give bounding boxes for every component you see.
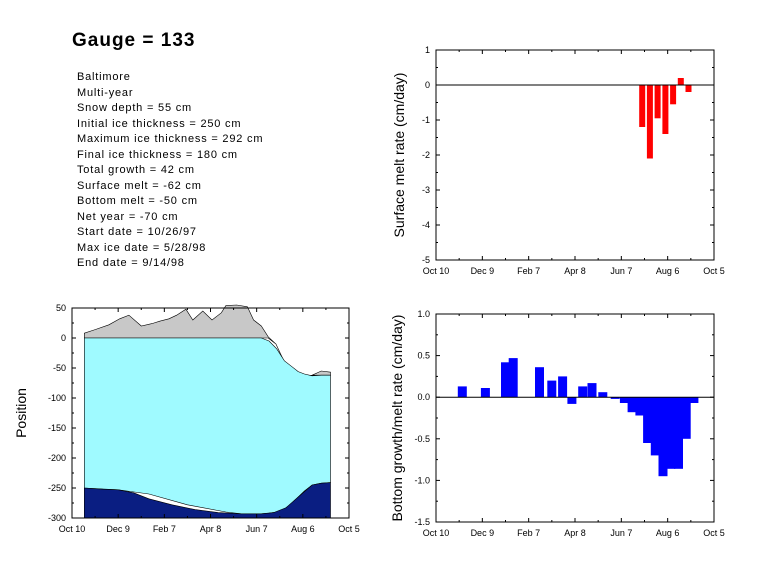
info-total-growth: Total growth = 42 cm <box>77 164 195 176</box>
ytick-label-6: -5 <box>422 255 430 265</box>
info-location: Baltimore <box>77 71 131 83</box>
bar-1 <box>646 85 653 159</box>
bar-3 <box>508 358 518 398</box>
ytick-label-5: -200 <box>48 453 66 463</box>
bar-13 <box>627 397 637 413</box>
bar-5 <box>677 78 684 85</box>
ytick-label-3: -0.5 <box>414 434 430 444</box>
ytick-label-0: 1 <box>425 45 430 55</box>
ytick-label-5: -1.5 <box>414 517 430 527</box>
bar-4 <box>535 367 544 398</box>
xtick-label-2: Feb 7 <box>153 524 176 534</box>
bar-6 <box>685 85 692 92</box>
xtick-label-5: Aug 6 <box>656 266 680 276</box>
ytick-label-5: -4 <box>422 220 430 230</box>
xtick-label-4: Jun 7 <box>246 524 268 534</box>
info-surface-melt: Surface melt = -62 cm <box>77 179 202 192</box>
bar-18 <box>666 397 676 469</box>
bar-10 <box>598 392 608 398</box>
ytick-label-1: 0 <box>425 80 430 90</box>
ytick-label-4: -1.0 <box>414 475 430 485</box>
bar-7 <box>567 397 577 404</box>
xtick-label-3: Apr 8 <box>200 524 222 534</box>
bar-12 <box>619 397 629 403</box>
bar-19 <box>674 397 683 469</box>
y-axis-title: Position <box>13 388 29 438</box>
page-title: Gauge = 133 <box>72 30 196 51</box>
info-end-date: End date = 9/14/98 <box>77 257 185 269</box>
y-axis-title: Bottom growth/melt rate (cm/day) <box>389 315 405 522</box>
gauge-info-list: Baltimore Multi-year Snow depth = 55 cm … <box>77 70 263 272</box>
bar-4 <box>670 85 677 105</box>
ytick-label-7: -300 <box>48 513 66 523</box>
xtick-label-3: Apr 8 <box>564 266 586 276</box>
ytick-label-6: -250 <box>48 483 66 493</box>
xtick-label-4: Jun 7 <box>610 528 632 538</box>
ytick-label-0: 50 <box>56 303 66 313</box>
info-final-thickness: Final ice thickness = 180 cm <box>77 148 238 161</box>
bar-8 <box>578 386 588 398</box>
ytick-label-1: 0 <box>61 333 66 343</box>
xtick-label-5: Aug 6 <box>656 528 680 538</box>
ytick-label-3: -2 <box>422 150 430 160</box>
bar-14 <box>635 397 645 416</box>
bar-3 <box>662 85 669 134</box>
info-initial-thickness: Initial ice thickness = 250 cm <box>77 117 242 130</box>
bar-16 <box>650 397 660 456</box>
xtick-label-6: Oct 5 <box>338 524 360 534</box>
xtick-label-1: Dec 9 <box>471 266 495 276</box>
bar-2 <box>501 362 510 398</box>
bar-0 <box>639 85 646 127</box>
bar-11 <box>610 397 620 399</box>
xtick-label-6: Oct 5 <box>703 266 725 276</box>
xtick-label-3: Apr 8 <box>564 528 586 538</box>
xtick-label-0: Oct 10 <box>59 524 86 534</box>
bar-6 <box>558 376 568 398</box>
info-start-date: Start date = 10/26/97 <box>77 226 197 238</box>
xtick-label-1: Dec 9 <box>471 528 495 538</box>
bar-1 <box>480 388 490 398</box>
xtick-label-0: Oct 10 <box>423 528 450 538</box>
info-snow-depth: Snow depth = 55 cm <box>77 102 192 114</box>
plot-frame <box>435 49 715 261</box>
bar-21 <box>689 397 699 403</box>
xtick-label-0: Oct 10 <box>423 266 450 276</box>
xtick-label-5: Aug 6 <box>291 524 315 534</box>
bar-2 <box>654 85 661 119</box>
xtick-label-1: Dec 9 <box>106 524 130 534</box>
ytick-label-0: 1.0 <box>417 309 430 319</box>
info-max-ice-date: Max ice date = 5/28/98 <box>77 241 207 254</box>
ytick-label-3: -100 <box>48 393 66 403</box>
bar-20 <box>681 397 691 439</box>
info-ice-type: Multi-year <box>77 86 134 99</box>
area-ice <box>84 337 331 515</box>
bar-15 <box>643 397 653 443</box>
ytick-label-2: 0.0 <box>417 392 430 402</box>
bar-5 <box>547 380 557 398</box>
info-net-year: Net year = -70 cm <box>77 210 179 223</box>
bar-17 <box>658 397 668 477</box>
xtick-label-6: Oct 5 <box>703 528 725 538</box>
xtick-label-4: Jun 7 <box>610 266 632 276</box>
info-maximum-thickness: Maximum ice thickness = 292 cm <box>77 133 264 145</box>
bar-0 <box>457 386 467 398</box>
ytick-label-1: 0.5 <box>417 351 430 361</box>
ytick-label-4: -150 <box>48 423 66 433</box>
bar-9 <box>587 383 597 398</box>
ytick-label-2: -1 <box>422 115 430 125</box>
xtick-label-2: Feb 7 <box>517 266 540 276</box>
ytick-label-4: -3 <box>422 185 430 195</box>
ytick-label-2: -50 <box>53 363 66 373</box>
xtick-label-2: Feb 7 <box>517 528 540 538</box>
y-axis-title: Surface melt rate (cm/day) <box>391 73 407 238</box>
info-bottom-melt: Bottom melt = -50 cm <box>77 195 198 207</box>
